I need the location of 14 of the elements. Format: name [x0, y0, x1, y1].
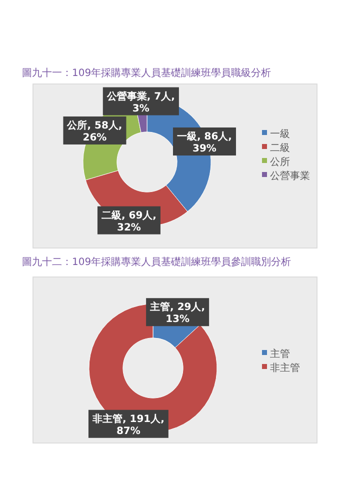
chart-title: 圖九十一：109年採購專業人員基礎訓練班學員職級分析 — [22, 67, 272, 79]
data-label: 非主管, 191人, 87% — [91, 412, 164, 437]
data-label: 二級, 69人, 32% — [101, 209, 156, 234]
legend-label: 公所 — [270, 156, 290, 168]
legend-label: 公營事業 — [270, 170, 310, 182]
legend-label: 一級 — [270, 129, 290, 140]
data-label: 一級, 86人, 39% — [176, 130, 232, 154]
data-label: 公所, 58人, 26% — [66, 119, 122, 144]
chart-title: 圖九十二：109年採購專業人員基礎訓練班學員參訓職別分析 — [22, 256, 292, 268]
legend-label: 主管 — [270, 348, 290, 360]
legend-label: 二級 — [270, 143, 290, 154]
data-label: 主管, 29人, 13% — [149, 301, 206, 326]
data-label: 公營事業, 7人, 3% — [106, 90, 175, 114]
legend-label: 非主管 — [270, 362, 300, 374]
